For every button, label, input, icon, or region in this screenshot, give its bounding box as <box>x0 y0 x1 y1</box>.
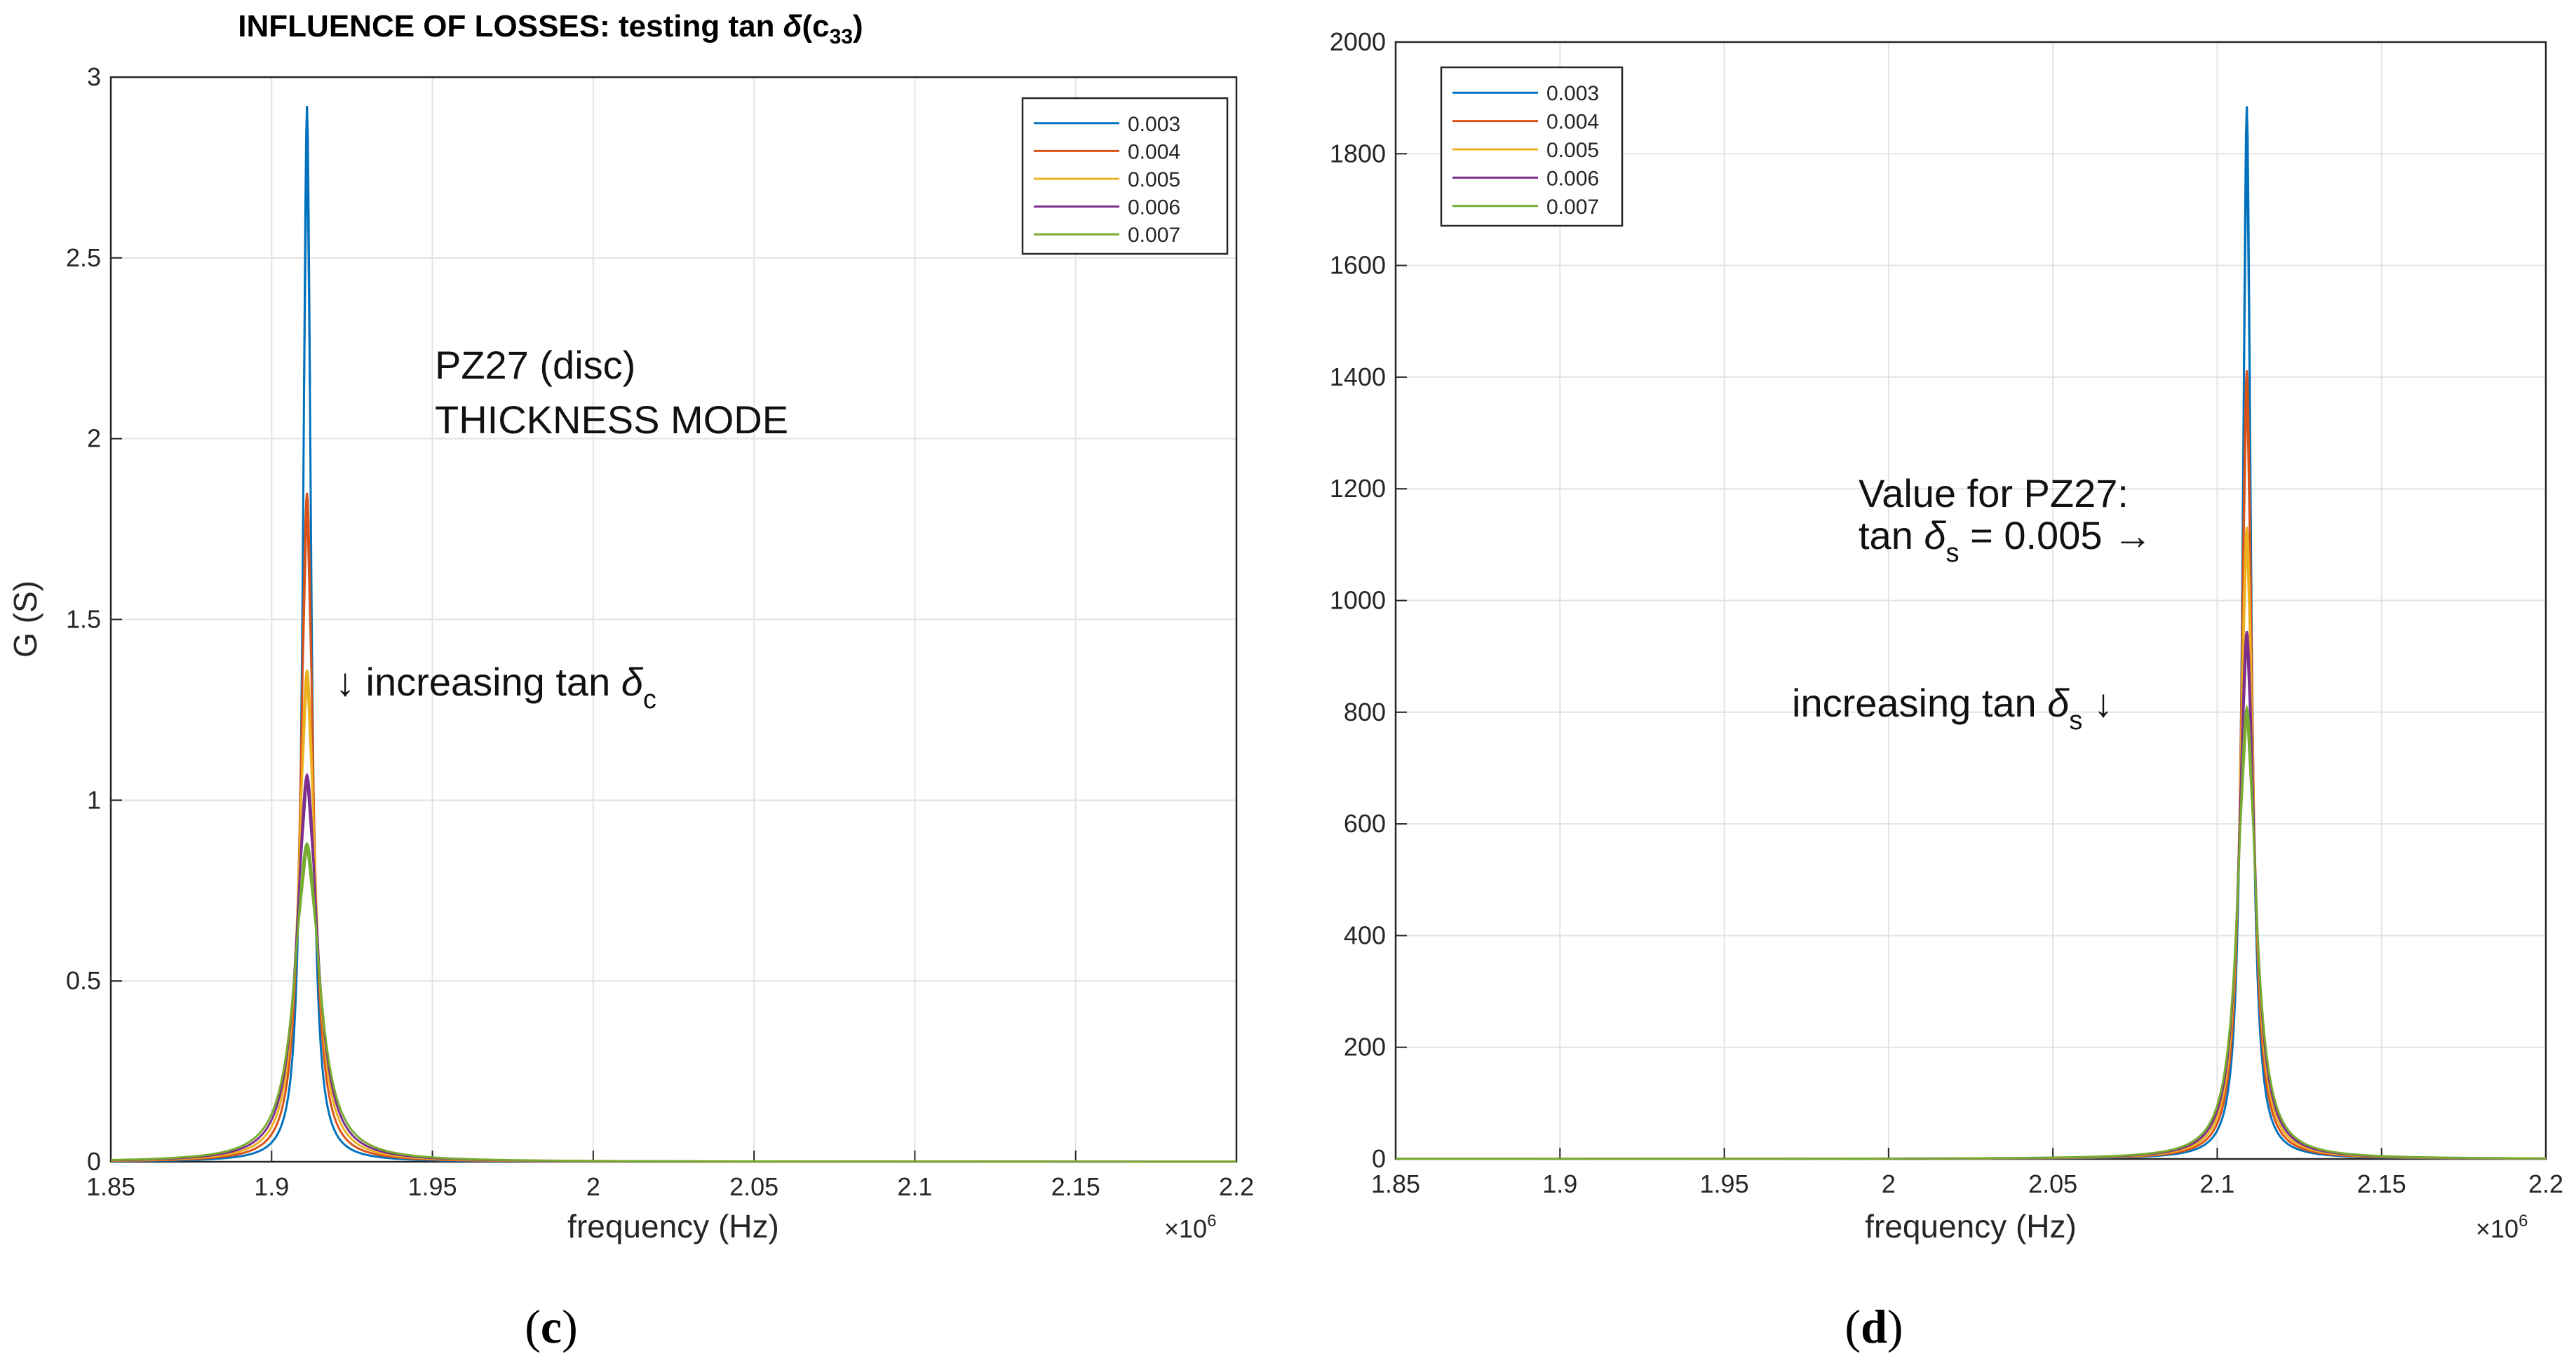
chart-title: INFLUENCE OF LOSSES: testing tan δ(c33) <box>238 9 863 48</box>
legend-label: 0.006 <box>1128 196 1180 219</box>
y-tick-label: 1600 <box>1330 251 1386 280</box>
annotation-mode: THICKNESS MODE <box>435 398 788 442</box>
x-tick-label: 1.85 <box>86 1172 135 1201</box>
y-axis-label: G (S) <box>7 581 43 658</box>
x-tick-label: 2.15 <box>2357 1169 2406 1198</box>
y-tick-label: 1800 <box>1330 139 1386 168</box>
annotation-title: Value for PZ27: <box>1859 471 2129 515</box>
x-axis-label: frequency (Hz) <box>567 1208 779 1244</box>
x-tick-label: 2.2 <box>2528 1169 2563 1198</box>
x-tick-label: 2.05 <box>729 1172 778 1201</box>
x-tick-label: 1.95 <box>408 1172 457 1201</box>
x-tick-label: 1.9 <box>254 1172 289 1201</box>
y-tick-label: 1 <box>87 785 101 814</box>
x-tick-label: 2 <box>586 1172 600 1201</box>
x-tick-label: 1.85 <box>1371 1169 1420 1198</box>
x-tick-label: 2.05 <box>2028 1169 2077 1198</box>
x-tick-label: 2.1 <box>2199 1169 2234 1198</box>
y-tick-label: 1000 <box>1330 586 1386 615</box>
y-tick-label: 1.5 <box>66 605 101 634</box>
y-tick-label: 0.5 <box>66 966 101 995</box>
legend: 0.003 0.004 0.005 0.006 0.007 <box>1023 98 1227 254</box>
y-tick-label: 2.5 <box>66 243 101 272</box>
legend-label: 0.004 <box>1128 140 1180 163</box>
legend-label: 0.007 <box>1546 196 1599 219</box>
legend-label: 0.006 <box>1546 167 1599 190</box>
x-tick-label: 2.2 <box>1219 1172 1254 1201</box>
y-tick-label: 600 <box>1344 809 1386 838</box>
legend-label: 0.005 <box>1546 139 1599 162</box>
y-tick-label: 800 <box>1344 698 1386 726</box>
y-tick-label: 3 <box>87 62 101 91</box>
legend-box <box>1023 98 1227 254</box>
y-tick-label: 1200 <box>1330 474 1386 503</box>
y-tick-label: 400 <box>1344 921 1386 949</box>
panel-label-d: (d) <box>1845 1300 1903 1353</box>
legend-label: 0.004 <box>1546 111 1599 134</box>
legend-label: 0.003 <box>1128 113 1180 136</box>
y-tick-label: 200 <box>1344 1033 1386 1062</box>
y-tick-label: 2000 <box>1330 27 1386 56</box>
panel-label-c: (c) <box>525 1300 578 1353</box>
x-tick-label: 1.9 <box>1542 1169 1577 1198</box>
legend-label: 0.003 <box>1546 82 1599 105</box>
y-tick-label: 1400 <box>1330 362 1386 391</box>
x-tick-label: 2 <box>1882 1169 1896 1198</box>
annotation-material: PZ27 (disc) <box>435 343 635 387</box>
y-tick-label: 2 <box>87 424 101 453</box>
legend: 0.003 0.004 0.005 0.006 0.007 <box>1441 67 1622 226</box>
x-axis-label: frequency (Hz) <box>1865 1208 2077 1244</box>
x-tick-label: 2.1 <box>897 1172 932 1201</box>
y-tick-label: 0 <box>1372 1144 1386 1173</box>
x-tick-label: 1.95 <box>1700 1169 1749 1198</box>
y-tick-label: 0 <box>87 1147 101 1176</box>
x-tick-label: 2.15 <box>1051 1172 1100 1201</box>
legend-label: 0.005 <box>1128 168 1180 191</box>
legend-label: 0.007 <box>1128 224 1180 247</box>
figure: 0 0.5 1 1.5 2 2.5 3 1.85 1.9 1.95 2 2.05 2.1 2.15 2.2… <box>0 0 2576 1370</box>
